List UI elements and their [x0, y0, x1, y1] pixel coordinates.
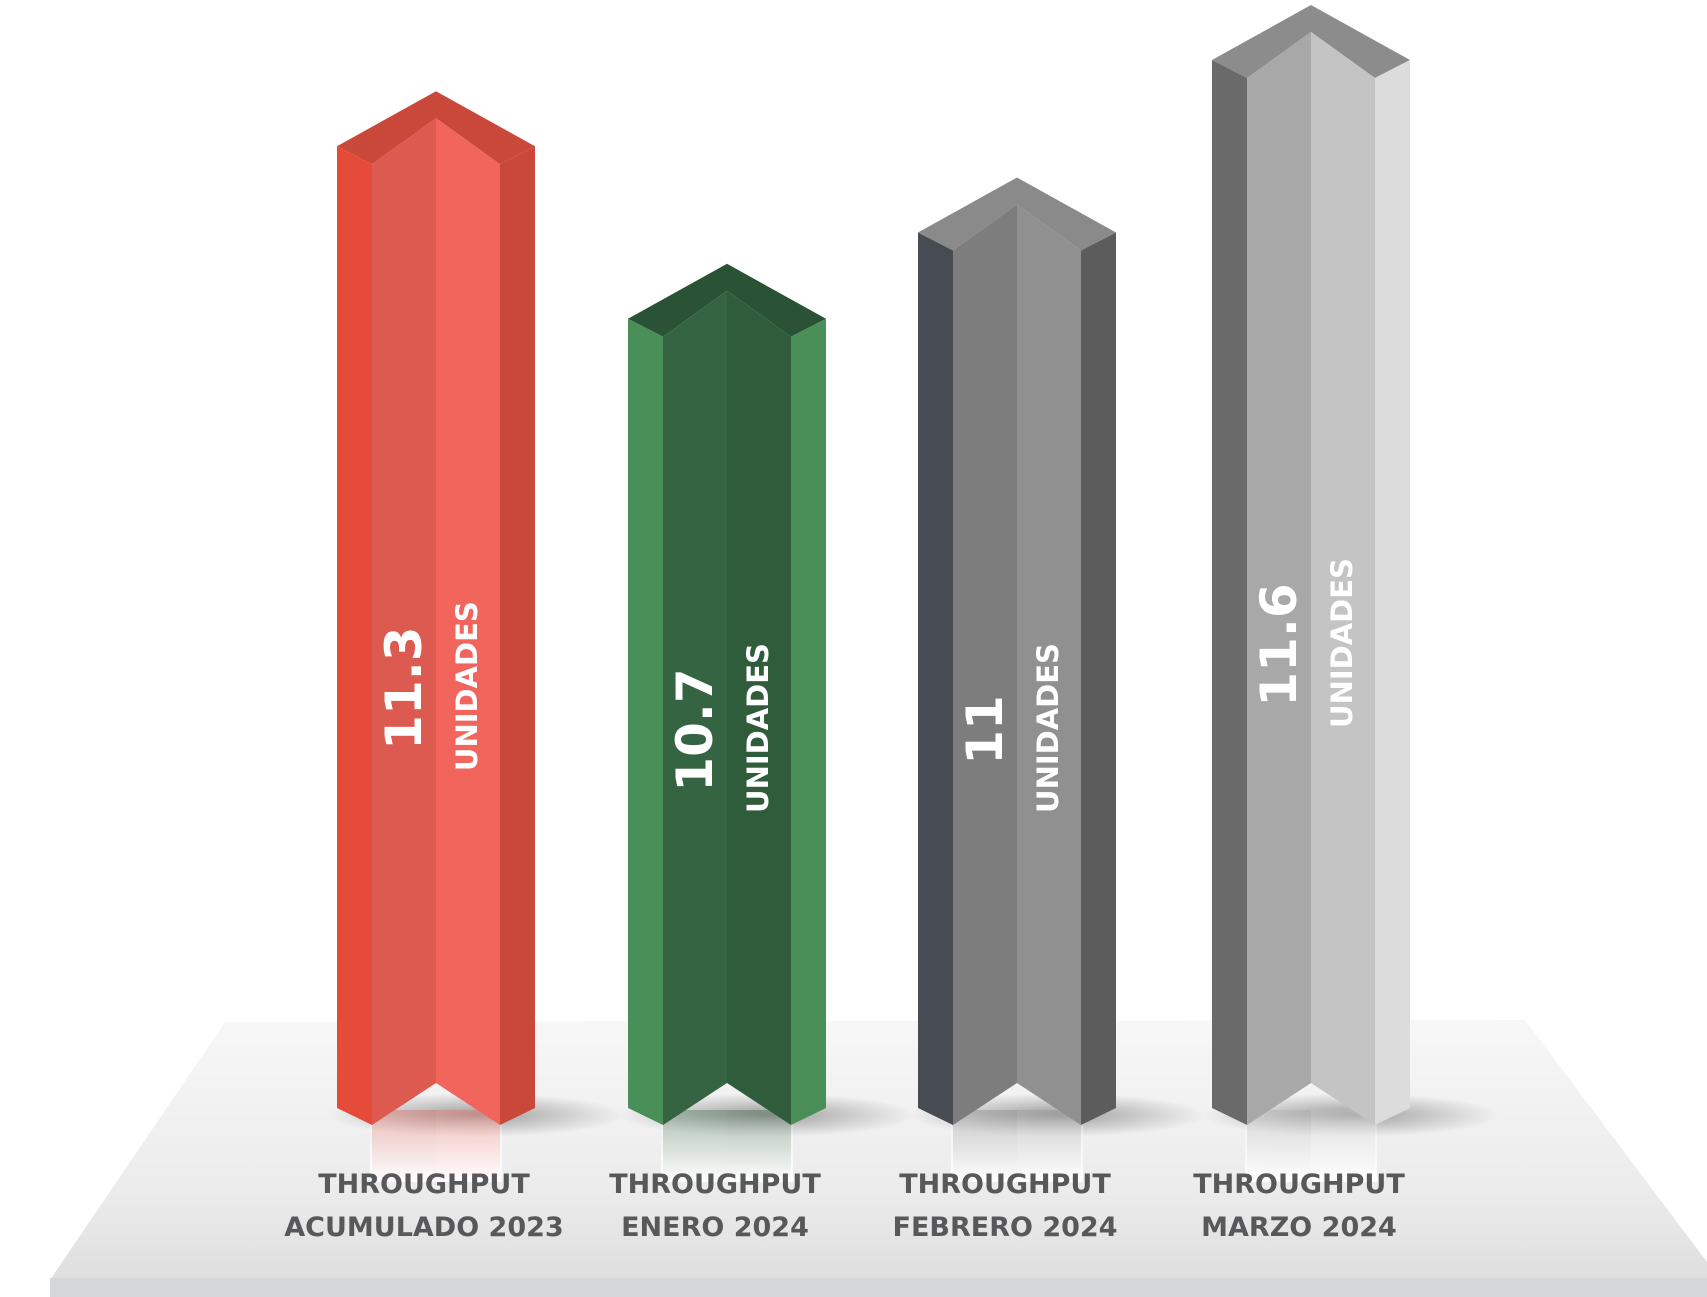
category-label: ACUMULADO 2023	[284, 1212, 563, 1243]
bar-left-edge	[1212, 60, 1247, 1125]
bar-unit-label: UNIDADES	[450, 601, 484, 771]
bar-right-edge	[500, 146, 535, 1125]
category-label: THROUGHPUT	[1193, 1169, 1405, 1200]
bar: 11 UNIDADES	[908, 177, 1206, 1182]
floor-plane	[50, 1020, 1707, 1297]
bar-left-edge	[337, 146, 372, 1125]
bar-value-label: 11	[956, 695, 1014, 765]
bar-face-right	[1017, 204, 1081, 1125]
bar-unit-label: UNIDADES	[1031, 643, 1065, 813]
category-labels: THROUGHPUT ACUMULADO 2023 THROUGHPUT ENERO …	[284, 1169, 1405, 1243]
floor	[50, 1020, 1707, 1297]
bar-unit-label: UNIDADES	[1325, 558, 1359, 728]
bar-left-edge	[628, 318, 663, 1125]
floor-base-strip	[50, 1278, 1707, 1297]
bar-right-edge	[791, 318, 826, 1125]
bar-face-left	[372, 118, 436, 1125]
bar-left-edge	[918, 232, 953, 1125]
bar-right-edge	[1081, 232, 1116, 1125]
bar-value-label: 11.3	[375, 626, 433, 749]
bar-top	[337, 91, 535, 165]
category-label: THROUGHPUT	[609, 1169, 821, 1200]
bar: 11.3 UNIDADES	[327, 91, 625, 1182]
bar-reflection-fade	[1245, 1110, 1377, 1182]
bar-top	[628, 263, 826, 337]
category-label: THROUGHPUT	[899, 1169, 1111, 1200]
bar-face-right	[1311, 32, 1375, 1125]
bar-face-right	[727, 290, 791, 1125]
bar-value-label: 11.6	[1250, 583, 1308, 706]
bar-reflection-fade	[951, 1110, 1083, 1182]
bar-face-left	[953, 204, 1017, 1125]
bar: 10.7 UNIDADES	[618, 263, 916, 1182]
category-label: FEBRERO 2024	[893, 1212, 1118, 1243]
bar-right-edge	[1375, 60, 1410, 1125]
bars: 11.3 UNIDADES 10.7 UNIDADES 11 UNIDADES 11.6 UN…	[327, 5, 1500, 1182]
category-label: MARZO 2024	[1201, 1212, 1397, 1243]
bar-top	[918, 177, 1116, 251]
bar-face-left	[663, 290, 727, 1125]
bar-face-left	[1247, 32, 1311, 1125]
bar-reflection-fade	[661, 1110, 793, 1182]
bar-face-right	[436, 118, 500, 1125]
category-label: ENERO 2024	[621, 1212, 809, 1243]
bar-value-label: 10.7	[666, 668, 724, 791]
bar-reflection-fade	[370, 1110, 502, 1182]
category-label: THROUGHPUT	[318, 1169, 530, 1200]
bar: 11.6 UNIDADES	[1202, 5, 1500, 1182]
bar-unit-label: UNIDADES	[741, 643, 775, 813]
bar-top	[1212, 5, 1410, 78]
